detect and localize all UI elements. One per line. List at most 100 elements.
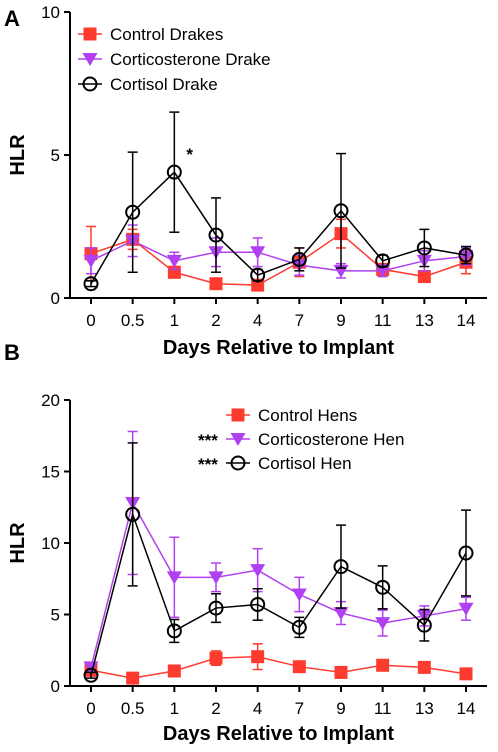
data-point bbox=[167, 664, 181, 678]
data-point bbox=[250, 267, 266, 283]
data-point bbox=[333, 559, 349, 575]
data-point bbox=[250, 564, 266, 578]
data-point bbox=[166, 623, 182, 639]
data-point bbox=[209, 651, 223, 665]
data-point bbox=[291, 588, 307, 602]
data-point bbox=[250, 246, 266, 260]
panel-label: A bbox=[4, 6, 20, 31]
x-tick-label: 7 bbox=[295, 311, 304, 330]
data-point bbox=[251, 278, 265, 292]
legend-marker bbox=[82, 53, 98, 66]
x-tick-label: 7 bbox=[295, 699, 304, 718]
data-point bbox=[166, 571, 182, 585]
data-point bbox=[376, 658, 390, 672]
series-line bbox=[90, 511, 467, 676]
data-point bbox=[334, 665, 348, 679]
significance-mark: * bbox=[186, 145, 193, 164]
legend: Control Drakes Corticosterone Drake Cortis… bbox=[78, 25, 271, 94]
data-point bbox=[291, 251, 307, 267]
data-point bbox=[208, 600, 224, 616]
chart-panel-a: A 0 5 10 0 0.5 1 2 4 7 9 11 13 14 Days Relative to Imp… bbox=[4, 3, 487, 359]
series-line bbox=[90, 170, 467, 285]
x-tick-label: 9 bbox=[336, 699, 345, 718]
legend-entry: Corticosterone Drake bbox=[110, 50, 271, 69]
data-point bbox=[83, 276, 99, 292]
data-point bbox=[333, 607, 349, 621]
data-point bbox=[125, 204, 141, 220]
data-point bbox=[417, 270, 431, 284]
significance-mark: *** bbox=[198, 431, 218, 450]
x-tick-label: 1 bbox=[170, 311, 179, 330]
data-point bbox=[458, 247, 474, 263]
x-tick-label: 11 bbox=[374, 699, 392, 718]
data-point bbox=[375, 617, 391, 631]
series-2 bbox=[83, 111, 474, 292]
data-point bbox=[166, 254, 182, 268]
data-point bbox=[208, 227, 224, 243]
data-point bbox=[83, 667, 99, 683]
legend-marker bbox=[230, 433, 246, 446]
legend-marker bbox=[231, 408, 245, 422]
data-point bbox=[208, 571, 224, 585]
x-tick-label: 0.5 bbox=[121, 311, 145, 330]
panel-label: B bbox=[4, 340, 20, 365]
y-tick-label: 20 bbox=[41, 391, 60, 410]
x-tick-label: 13 bbox=[415, 311, 434, 330]
x-axis-title: Days Relative to Implant bbox=[163, 337, 395, 359]
y-tick-label: 15 bbox=[41, 463, 60, 482]
data-point bbox=[458, 545, 474, 561]
series-0 bbox=[84, 643, 473, 685]
legend-marker bbox=[83, 27, 97, 41]
x-tick-label: 13 bbox=[415, 699, 434, 718]
series-2 bbox=[83, 442, 474, 683]
data-point bbox=[126, 671, 140, 685]
legend: Control Hens Corticosterone Hen Cortisol H… bbox=[226, 406, 404, 473]
series-line bbox=[90, 232, 467, 286]
data-point bbox=[416, 240, 432, 256]
series-line bbox=[90, 239, 467, 272]
data-point bbox=[250, 596, 266, 612]
y-tick-label: 10 bbox=[41, 534, 60, 553]
x-axis-title: Days Relative to Implant bbox=[163, 723, 395, 745]
x-tick-label: 4 bbox=[253, 699, 262, 718]
chart-panel-b: B 0 5 10 15 20 0 0.5 1 2 4 7 9 11 13 14 Days Relative to… bbox=[4, 340, 487, 745]
y-axis-title: HLR bbox=[7, 134, 29, 176]
legend-marker bbox=[230, 455, 246, 471]
data-point bbox=[251, 650, 265, 664]
legend-entry: Cortisol Drake bbox=[110, 75, 218, 94]
data-point bbox=[291, 619, 307, 635]
x-tick-label: 0.5 bbox=[121, 699, 145, 718]
x-tick-label: 0 bbox=[86, 699, 95, 718]
data-point bbox=[375, 579, 391, 595]
y-tick-label: 0 bbox=[51, 677, 60, 696]
x-tick-label: 9 bbox=[336, 311, 345, 330]
y-axis-title: HLR bbox=[7, 522, 29, 564]
x-tick-label: 2 bbox=[211, 311, 220, 330]
y-tick-label: 5 bbox=[51, 146, 60, 165]
x-tick-label: 14 bbox=[457, 311, 476, 330]
data-point bbox=[83, 254, 99, 268]
legend-marker bbox=[82, 76, 98, 92]
data-point bbox=[416, 617, 432, 633]
legend-entry: Cortisol Hen bbox=[258, 454, 352, 473]
legend-entry: Control Hens bbox=[258, 406, 357, 425]
y-tick-label: 0 bbox=[51, 289, 60, 308]
data-point bbox=[333, 203, 349, 219]
data-point bbox=[375, 253, 391, 269]
x-tick-label: 0 bbox=[86, 311, 95, 330]
y-tick-label: 10 bbox=[41, 3, 60, 22]
y-tick-label: 5 bbox=[51, 606, 60, 625]
series-0 bbox=[84, 218, 473, 292]
x-tick-label: 11 bbox=[374, 311, 392, 330]
data-point bbox=[375, 264, 391, 278]
x-tick-label: 14 bbox=[457, 699, 476, 718]
data-point bbox=[125, 506, 141, 522]
x-tick-label: 4 bbox=[253, 311, 262, 330]
x-tick-label: 2 bbox=[211, 699, 220, 718]
series-line bbox=[90, 500, 467, 668]
series-line bbox=[90, 655, 467, 679]
data-point bbox=[417, 660, 431, 674]
data-point bbox=[459, 667, 473, 681]
